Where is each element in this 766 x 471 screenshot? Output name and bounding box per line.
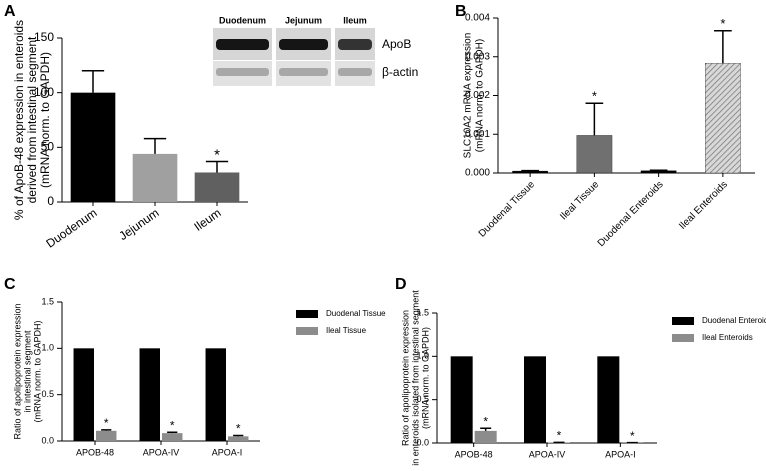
bar xyxy=(194,172,240,202)
y-tick-label: 0.004 xyxy=(465,13,490,24)
bar xyxy=(597,356,620,443)
y-axis-label: in intestinal segment xyxy=(22,330,32,413)
bar xyxy=(162,433,183,441)
error-bar xyxy=(143,137,167,154)
blot-lane-label: Jejunum xyxy=(285,15,322,25)
blot-band xyxy=(216,68,269,76)
significance-marker: * xyxy=(592,89,597,104)
significance-marker: * xyxy=(630,429,635,443)
bar xyxy=(139,348,160,441)
y-axis-label: SLC10A2 mRNA expression xyxy=(463,33,474,159)
y-tick-label: 1.5 xyxy=(416,307,429,317)
y-axis-label: derived from intestinal segment xyxy=(25,36,39,203)
error-bar xyxy=(81,70,105,93)
legend-label: Duodenal Enteroids xyxy=(702,316,766,325)
y-tick-label: 0.002 xyxy=(465,90,490,101)
y-tick-label: 0.000 xyxy=(465,168,490,179)
bar xyxy=(205,348,226,441)
error-bar xyxy=(167,431,178,434)
y-tick-label: 0.5 xyxy=(41,389,54,399)
legend-label: Ileal Tissue xyxy=(326,326,367,335)
y-axis-label: Ratio of apolipoprotein expression xyxy=(12,303,22,439)
blot-band xyxy=(338,39,372,50)
bar xyxy=(132,153,178,202)
bar xyxy=(705,63,741,174)
error-bar xyxy=(714,30,732,64)
error-bar xyxy=(101,429,112,431)
blot-band xyxy=(279,68,328,76)
blot-lane-label: Duodenum xyxy=(219,15,266,25)
error-bar xyxy=(480,427,492,431)
significance-marker: * xyxy=(483,414,488,428)
y-tick-label: 0.0 xyxy=(416,437,429,447)
blot-row-label: ApoB xyxy=(382,37,411,51)
bar xyxy=(450,356,473,443)
y-axis-label: in enteroids isolated from intestinal se… xyxy=(410,290,420,466)
blot-band xyxy=(279,39,328,50)
panel-letter: C xyxy=(4,276,16,293)
y-tick-label: 100 xyxy=(34,85,54,99)
error-bar xyxy=(205,160,229,173)
y-tick-label: 0.0 xyxy=(41,435,54,445)
bar xyxy=(73,348,94,441)
significance-marker: * xyxy=(720,16,725,31)
significance-marker: * xyxy=(104,416,109,430)
legend-swatch xyxy=(296,327,318,335)
y-tick-label: 0.001 xyxy=(465,129,490,140)
error-bar xyxy=(585,102,604,136)
bar xyxy=(70,92,116,202)
y-tick-label: 1.0 xyxy=(41,343,54,353)
blot-band xyxy=(338,68,372,76)
blot-row-label: β-actin xyxy=(382,65,418,79)
legend-label: Ileal Enteroids xyxy=(702,333,753,342)
x-tick-label: APOA-IV xyxy=(143,447,180,457)
blot-lane-label: Ileum xyxy=(343,15,367,25)
y-axis-label: Ratio of apolipoprotein expression xyxy=(400,310,410,446)
y-axis-label: (mRNA norm. to GAPDH) xyxy=(38,52,52,188)
bar xyxy=(228,436,249,441)
bar xyxy=(96,430,117,441)
y-axis-label: (mRNA norm. to GAPDH) xyxy=(420,327,430,429)
legend-swatch xyxy=(672,317,694,325)
y-tick-label: 1.5 xyxy=(41,296,54,306)
x-tick-label: APOA-I xyxy=(212,447,243,457)
x-tick-label: APOA-I xyxy=(605,449,636,459)
y-axis-label: % of ApoB-48 expression in enteroids xyxy=(12,20,26,220)
blot-band xyxy=(216,39,269,50)
legend-swatch xyxy=(296,310,318,318)
panel-letter: A xyxy=(4,3,16,20)
bar xyxy=(524,356,546,443)
significance-marker: * xyxy=(557,429,562,443)
y-axis-label: (mRNA norm. to GAPDH) xyxy=(475,39,486,152)
y-tick-label: 0.003 xyxy=(465,51,490,62)
y-tick-label: 0 xyxy=(47,194,54,208)
legend-swatch xyxy=(672,334,694,342)
legend-label: Duodenal Tissue xyxy=(326,309,386,318)
significance-marker: * xyxy=(170,418,175,432)
y-tick-label: 0.5 xyxy=(416,394,429,404)
error-bar xyxy=(233,434,244,437)
significance-marker: * xyxy=(214,147,220,164)
panel-letter: D xyxy=(395,276,407,293)
y-tick-label: 1.0 xyxy=(416,351,429,361)
panel-letter: B xyxy=(455,3,467,20)
y-tick-label: 50 xyxy=(41,140,55,154)
bar xyxy=(474,430,497,443)
bar xyxy=(576,135,613,174)
y-axis-label: (mRNA norm. to GAPDH) xyxy=(32,320,42,422)
x-tick-label: APOB-48 xyxy=(455,449,493,459)
x-tick-label: APOA-IV xyxy=(529,449,566,459)
x-tick-label: APOB-48 xyxy=(76,447,114,457)
y-tick-label: 150 xyxy=(34,30,54,44)
significance-marker: * xyxy=(236,422,241,436)
